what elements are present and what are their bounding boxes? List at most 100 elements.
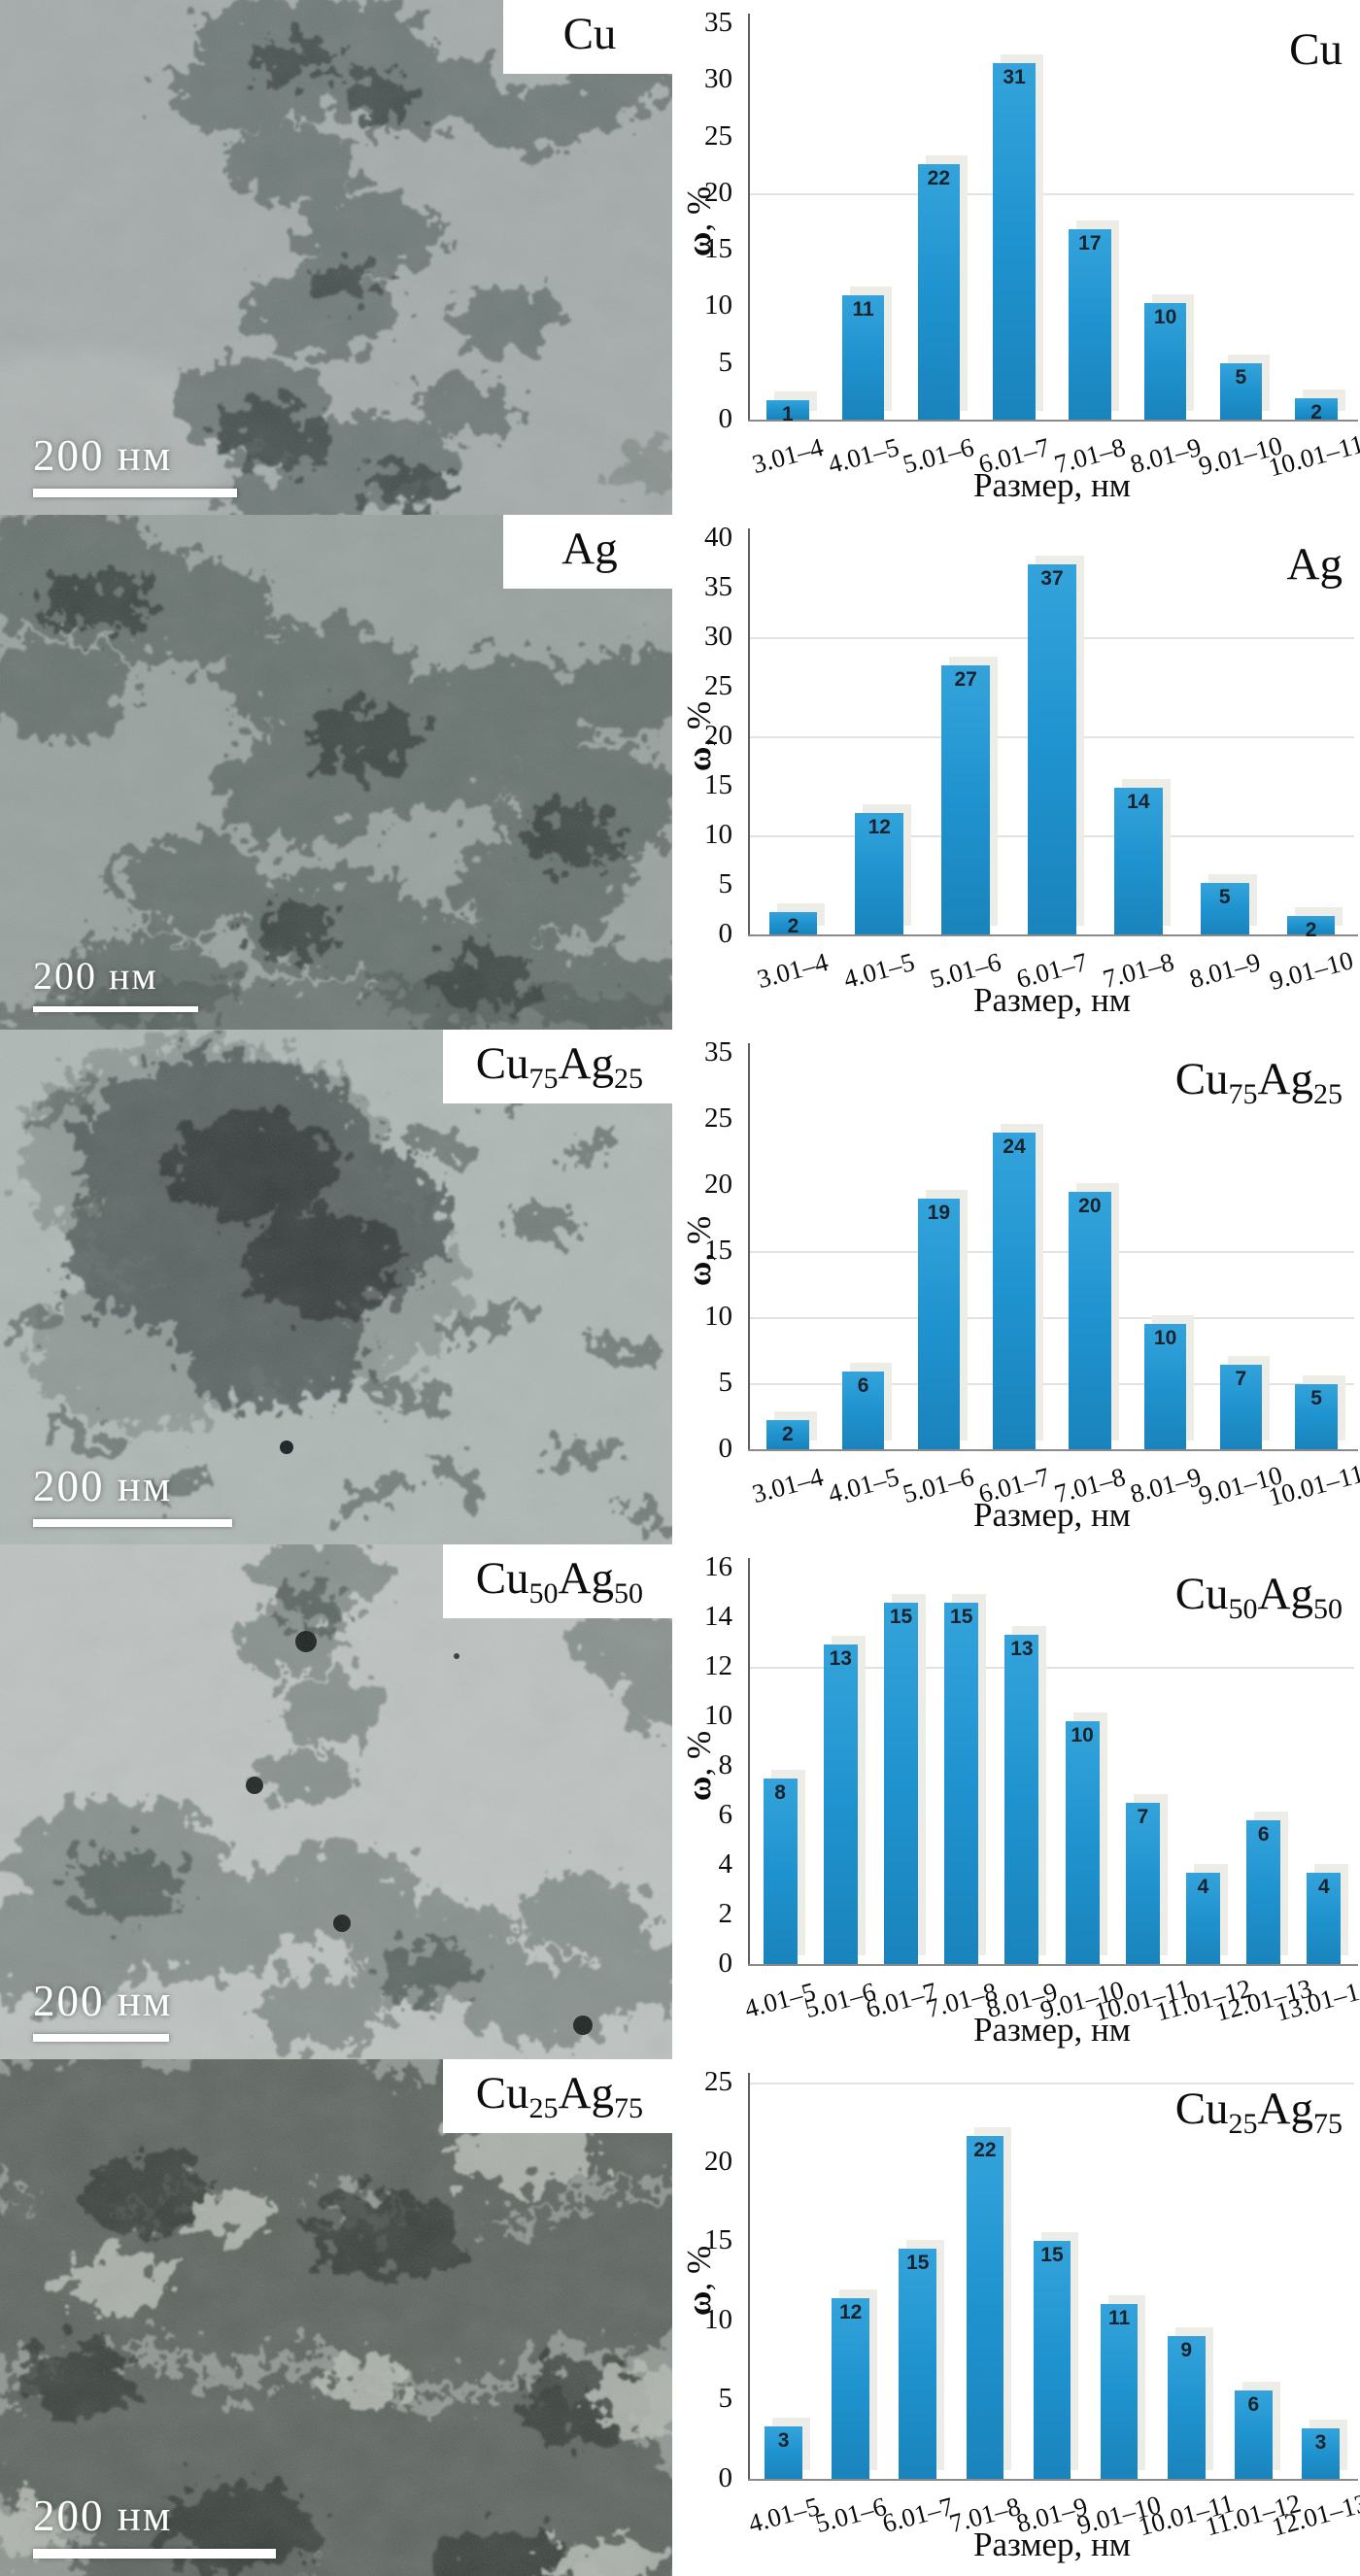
y-axis-line: [748, 14, 750, 422]
label-text: Ag: [558, 1553, 614, 1604]
x-axis-line: [748, 1964, 1358, 1966]
bar: 13: [823, 1644, 858, 1964]
x-axis-line: [748, 1449, 1358, 1451]
scalebar-line: [33, 489, 237, 497]
chart-title: Ag: [1287, 538, 1343, 591]
label-text: Cu: [1174, 2084, 1229, 2134]
y-axis-units: , %: [680, 700, 718, 747]
bar-value-label: 37: [1040, 566, 1064, 590]
bar: 22: [966, 2136, 1004, 2479]
y-tick-label: 25: [704, 2066, 732, 2097]
scalebar-line: [33, 1006, 198, 1012]
y-axis-units: , %: [680, 1730, 718, 1777]
label-text: Cu: [1174, 1569, 1229, 1619]
gridline: [750, 1383, 1354, 1385]
bar: 27: [941, 664, 990, 934]
y-axis-units: , %: [680, 1215, 718, 1262]
label-subscript: 25: [1313, 1078, 1343, 1110]
label-subscript: 75: [1313, 2108, 1343, 2140]
y-tick-label: 12: [704, 1650, 732, 1681]
bar-value-label: 13: [1010, 1637, 1034, 1660]
y-tick-label: 0: [718, 2462, 733, 2493]
label-subscript: 75: [528, 1063, 559, 1095]
tem-micrograph-cu50ag50: [0, 1544, 672, 2059]
bar-value-label: 3: [1314, 2430, 1327, 2454]
bar-value-label: 15: [906, 2252, 930, 2275]
row-cu50ag50: Cu50Ag50 200 нм 0 2 4 6 8 10 12 14 16 8 4.01–5 13 5.…: [0, 1544, 1360, 2059]
bar: 6: [1246, 1820, 1281, 1964]
label-subscript: 25: [528, 2092, 559, 2124]
chart-cu75ag25: 0 5 10 15 20 25 35 2 3.01–4 6 4.01–5 19 5.01–6 24 6.01…: [672, 1030, 1360, 1544]
bar: 2: [768, 911, 818, 937]
y-tick-label: 15: [704, 2224, 732, 2256]
tem-image-cu50ag50: Cu50Ag50 200 нм: [0, 1544, 672, 2059]
label-text: Cu: [1289, 24, 1343, 75]
bar: 7: [1219, 1364, 1263, 1449]
x-axis-line: [748, 934, 1358, 936]
row-ag: Ag 200 нм 0 5 10 15 20 25 30 35 40 2 3.01–4 12 4.01–…: [0, 515, 1360, 1030]
row-cu75ag25: Cu75Ag25 200 нм 0 5 10 15 20 25 35 2 3.01–4 6 4.01…: [0, 1030, 1360, 1544]
scalebar-label: 200 нм: [33, 2491, 173, 2540]
y-axis-title: ω, %: [680, 76, 719, 367]
x-axis-title: Размер, нм: [973, 2011, 1131, 2049]
x-axis-title: Размер, нм: [973, 2525, 1131, 2563]
y-tick-label: 25: [704, 1102, 732, 1134]
bar-value-label: 2: [782, 1423, 794, 1446]
bar-value-label: 4: [1197, 1875, 1209, 1898]
label-text: Ag: [1257, 2084, 1313, 2134]
label-text: Ag: [558, 1038, 614, 1089]
scalebar: 200 нм: [33, 1461, 232, 1527]
bar-value-label: 8: [774, 1780, 786, 1804]
bar-value-label: 7: [1235, 1367, 1247, 1390]
y-axis-symbol: ω: [680, 1776, 718, 1802]
bar-value-label: 10: [1071, 1724, 1094, 1747]
label-subscript: 50: [528, 1577, 559, 1610]
label-text: Cu: [475, 1038, 529, 1089]
bar-value-label: 4: [1318, 1875, 1330, 1898]
y-axis-title: ω, %: [680, 1105, 719, 1397]
y-axis-units: , %: [680, 2245, 718, 2291]
label-text: Ag: [1257, 1569, 1313, 1619]
y-tick-label: 20: [704, 720, 732, 751]
x-axis-title: Размер, нм: [973, 466, 1131, 504]
bar: 11: [1100, 2304, 1139, 2479]
x-axis-line: [748, 420, 1358, 422]
bar: 20: [1069, 1191, 1111, 1449]
y-tick-label: 15: [704, 233, 732, 265]
bar-value-label: 15: [889, 1605, 913, 1628]
bar-value-label: 1: [782, 403, 794, 426]
bar: 12: [855, 812, 904, 934]
bar-value-label: 24: [1003, 1135, 1026, 1158]
bar: 8: [763, 1778, 798, 1964]
bar-value-label: 6: [1247, 2392, 1260, 2416]
label-subscript: 50: [1228, 1593, 1258, 1625]
row-cu25ag75: Cu25Ag75 200 нм 0 5 10 15 20 25 3 4.01–5 12 5.01–…: [0, 2059, 1360, 2576]
bar: 6: [1234, 2390, 1273, 2479]
bar: 37: [1028, 563, 1076, 934]
y-tick-label: 35: [704, 571, 732, 602]
bar-value-label: 22: [973, 2139, 997, 2162]
bar-value-label: 9: [1180, 2339, 1193, 2362]
bar: 5: [1219, 362, 1263, 420]
bar: 4: [1186, 1872, 1220, 1964]
y-tick-label: 4: [718, 1848, 733, 1880]
bar: 13: [1004, 1634, 1039, 1964]
tem-image-ag: Ag 200 нм: [0, 515, 672, 1030]
label-subscript: 75: [1228, 1078, 1258, 1110]
label-text: Cu: [475, 2068, 529, 2118]
bar-value-label: 10: [1153, 305, 1177, 328]
y-tick-label: 0: [718, 1948, 733, 1979]
y-tick-label: 6: [718, 1799, 733, 1830]
bar: 9: [1167, 2336, 1206, 2479]
bar-value-label: 5: [1310, 1387, 1322, 1410]
bar-value-label: 6: [857, 1373, 869, 1397]
y-tick-label: 15: [704, 1235, 732, 1266]
y-tick-label: 35: [704, 7, 732, 38]
y-tick-label: 30: [704, 63, 732, 95]
scalebar-line: [33, 2034, 169, 2042]
bar: 19: [917, 1198, 961, 1449]
bar-value-label: 22: [927, 166, 951, 189]
chart-title: Cu: [1289, 23, 1343, 76]
bar-value-label: 12: [867, 815, 891, 838]
